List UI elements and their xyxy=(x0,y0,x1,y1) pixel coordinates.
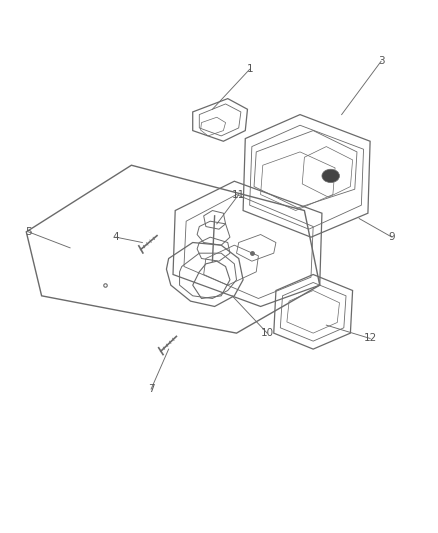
Text: 9: 9 xyxy=(389,232,396,242)
Text: 1: 1 xyxy=(246,64,253,74)
Text: 7: 7 xyxy=(148,384,155,394)
Text: 10: 10 xyxy=(261,328,274,338)
Text: 4: 4 xyxy=(113,232,120,242)
Text: 3: 3 xyxy=(378,56,385,66)
Ellipse shape xyxy=(322,169,339,183)
Text: 5: 5 xyxy=(25,227,32,237)
Text: 11: 11 xyxy=(232,190,245,199)
Text: 12: 12 xyxy=(364,334,377,343)
